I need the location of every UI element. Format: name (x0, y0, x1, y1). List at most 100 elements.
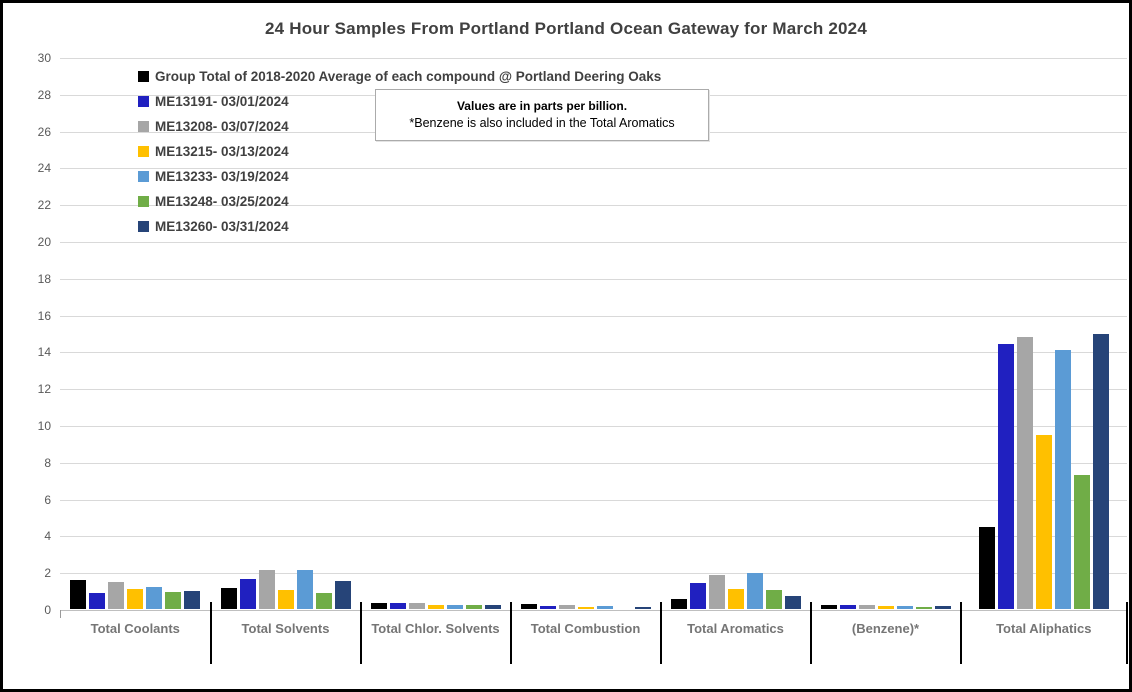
gridline-14 (60, 352, 1127, 354)
y-tick-label-14: 14 (37, 345, 51, 360)
annotation-box: Values are in parts per billion. *Benzen… (375, 89, 709, 141)
bar-series-3-cat-6 (858, 605, 875, 609)
bar-series-7-cat-1 (184, 591, 201, 609)
x-axis-line (60, 610, 1127, 611)
bar-series-2-cat-3 (389, 603, 406, 609)
bar-series-4-cat-2 (277, 590, 294, 609)
legend-label: Group Total of 2018-2020 Average of each… (155, 69, 662, 84)
legend: Group Total of 2018-2020 Average of each… (138, 64, 661, 239)
y-tick-label-30: 30 (37, 51, 51, 65)
bar-series-3-cat-3 (408, 603, 425, 609)
legend-marker-icon (138, 171, 149, 182)
y-tick-label-12: 12 (37, 382, 51, 397)
category-separator-4 (659, 602, 662, 664)
bar-series-1-cat-6 (820, 605, 837, 609)
gridline-22 (60, 205, 1127, 207)
chart-title: 24 Hour Samples From Portland Portland O… (265, 19, 867, 38)
bar-group-5 (661, 58, 811, 609)
y-tick-label-24: 24 (37, 161, 51, 176)
y-tick-label-22: 22 (37, 198, 51, 213)
legend-item-7: ME13260- 03/31/2024 (138, 214, 661, 239)
gridline-20 (60, 242, 1127, 243)
bar-series-2-cat-2 (239, 579, 256, 609)
bar-series-3-cat-1 (108, 582, 125, 609)
bar-series-7-cat-5 (784, 596, 801, 609)
y-tick-label-0: 0 (44, 603, 51, 617)
legend-marker-icon (138, 196, 149, 207)
gridline-10 (60, 426, 1127, 427)
category-label-5: Total Aromatics (687, 621, 784, 636)
bar-group-3 (361, 58, 511, 609)
y-tick-label-26: 26 (37, 124, 51, 139)
axis-left-tick (60, 610, 61, 618)
y-tick-label-16: 16 (37, 308, 51, 323)
gridline-18 (60, 278, 1127, 280)
bar-series-7-cat-6 (934, 606, 951, 609)
bar-group-4 (511, 58, 661, 609)
bar-series-5-cat-6 (896, 606, 913, 609)
legend-label: ME13191- 03/01/2024 (155, 94, 289, 109)
legend-marker-icon (138, 146, 149, 157)
y-tick-label-28: 28 (37, 87, 51, 102)
bar-series-6-cat-6 (915, 607, 932, 609)
bar-series-5-cat-7 (1054, 350, 1071, 609)
y-tick-label-20: 20 (37, 235, 51, 249)
category-separator-1 (209, 602, 212, 664)
bar-series-1-cat-7 (978, 527, 995, 609)
annotation-line-2: *Benzene is also included in the Total A… (409, 116, 675, 130)
bar-series-3-cat-4 (558, 605, 575, 609)
bar-series-7-cat-3 (484, 605, 501, 609)
legend-item-1: Group Total of 2018-2020 Average of each… (138, 64, 661, 89)
legend-label: ME13248- 03/25/2024 (155, 194, 289, 209)
gridline-30 (60, 58, 1127, 59)
y-tick-label-10: 10 (37, 419, 51, 433)
bar-series-6-cat-3 (465, 605, 482, 609)
bar-series-2-cat-5 (689, 583, 706, 609)
y-tick-label-8: 8 (44, 455, 51, 470)
bar-series-6-cat-5 (765, 590, 782, 609)
gridline-4 (60, 536, 1127, 538)
legend-marker-icon (138, 221, 149, 232)
bar-series-2-cat-1 (89, 593, 106, 609)
bar-series-6-cat-1 (165, 592, 182, 609)
category-separator-6 (959, 602, 962, 664)
bar-group-6 (811, 58, 961, 609)
bar-series-3-cat-5 (708, 575, 725, 609)
annotation-line-1: Values are in parts per billion. (456, 99, 628, 113)
category-label-2: Total Solvents (241, 621, 330, 636)
bar-series-7-cat-4 (634, 607, 651, 609)
bar-series-3-cat-7 (1016, 337, 1033, 609)
bar-series-2-cat-4 (539, 606, 556, 609)
bar-series-4-cat-6 (877, 606, 894, 609)
legend-item-4: ME13215- 03/13/2024 (138, 139, 661, 164)
bar-series-1-cat-2 (220, 588, 237, 609)
bar-series-5-cat-3 (446, 605, 463, 609)
y-tick-label-18: 18 (37, 271, 51, 286)
bar-group-2 (211, 58, 361, 609)
legend-label: ME13260- 03/31/2024 (155, 219, 289, 234)
bar-series-1-cat-4 (520, 604, 537, 609)
bar-series-6-cat-2 (315, 593, 332, 609)
category-label-3: Total Chlor. Solvents (371, 621, 500, 636)
category-separator-7 (1126, 602, 1128, 664)
bar-series-5-cat-5 (746, 573, 763, 609)
category-separator-2 (359, 602, 362, 664)
category-label-6: (Benzene)* (851, 621, 920, 636)
legend-item-5: ME13233- 03/19/2024 (138, 164, 661, 189)
bar-series-5-cat-2 (296, 570, 313, 609)
y-tick-label-6: 6 (44, 492, 51, 507)
category-label-1: Total Coolants (90, 621, 180, 636)
y-tick-label-4: 4 (44, 529, 51, 544)
bar-group-7 (961, 58, 1128, 609)
gridline-8 (60, 462, 1127, 464)
category-separator-5 (809, 602, 812, 664)
gridline-2 (60, 573, 1127, 575)
bar-series-5-cat-1 (146, 587, 163, 609)
y-tick-label-2: 2 (44, 566, 51, 581)
legend-label: ME13233- 03/19/2024 (155, 169, 289, 184)
bar-series-1-cat-1 (70, 580, 87, 609)
gridline-24 (60, 168, 1127, 170)
bar-series-7-cat-2 (334, 581, 351, 609)
bar-group-1 (60, 58, 211, 609)
